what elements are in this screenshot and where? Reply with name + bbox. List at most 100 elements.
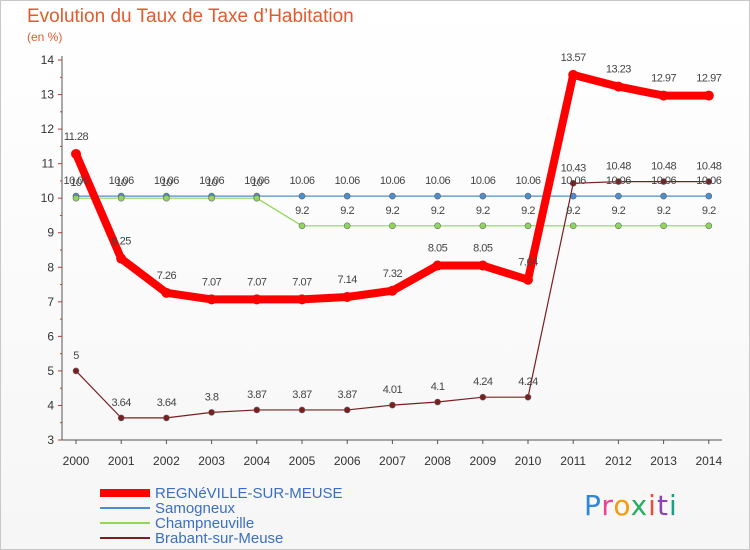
data-label: 9.2 [521,205,535,217]
y-tick-label: 11 [42,157,55,171]
data-point [163,414,170,422]
logo-letter: i [648,489,657,522]
x-tick-label: 2008 [424,454,451,468]
data-point [71,148,81,159]
data-label: 3.87 [292,389,312,401]
data-label: 9.2 [340,205,354,217]
data-label: 7.07 [247,276,267,288]
y-tick-label: 13 [41,88,55,102]
data-point [524,393,532,401]
x-tick-label: 2011 [560,454,586,468]
data-label: 4.1 [431,381,445,393]
data-label: 10.06 [651,175,676,187]
data-label: 7.26 [157,270,177,282]
data-label: 7.07 [292,276,312,288]
data-label: 4.24 [518,376,538,388]
data-label: 10.06 [470,175,495,187]
data-point [660,222,667,230]
x-tick-label: 2005 [289,454,316,468]
data-point [523,274,533,285]
data-point [253,406,261,414]
data-point [615,178,622,185]
proxiti-logo: Proxiti [584,489,678,522]
data-label: 3.64 [157,397,177,409]
data-point [477,260,488,271]
data-point [705,192,713,200]
data-point [389,401,396,409]
data-point [705,178,713,185]
data-point [297,294,307,305]
chart-unit: (en %) [27,30,63,44]
data-label: 10.06 [289,175,314,187]
data-label: 11.28 [64,131,89,143]
data-point [434,192,441,200]
data-point [117,414,125,422]
data-label: 10 [206,177,218,189]
data-point [658,90,669,101]
data-label: 10 [116,177,128,189]
data-point [206,294,217,305]
data-label: 10.48 [696,161,721,173]
data-label: 3.8 [205,391,219,403]
data-point [660,192,667,200]
data-point [342,291,353,302]
y-tick-label: 8 [47,260,54,274]
data-label: 4.24 [473,376,493,388]
logo-letter: x [630,489,649,522]
data-point [432,260,443,271]
x-tick-label: 2010 [515,454,542,468]
data-label: 10.06 [199,175,224,187]
data-point [660,178,667,185]
data-point [479,192,487,200]
data-point [298,192,306,200]
x-tick-label: 2004 [243,454,270,468]
data-point [298,406,306,414]
data-label: 9.2 [295,205,309,217]
y-tick-label: 9 [47,226,54,240]
data-label: 9.2 [386,205,400,217]
legend-label-0: REGNéVILLE-SUR-MEUSE [155,485,343,502]
data-label: 8.25 [111,236,131,248]
data-label: 8.05 [473,243,493,255]
legend-label-1: Samogneux [155,500,236,517]
data-point [72,367,80,375]
data-label: 12.97 [651,73,676,85]
data-point [703,90,714,101]
data-label: 12.97 [696,73,721,85]
x-tick-label: 2014 [695,454,722,468]
data-point [117,194,125,202]
data-point [116,253,127,264]
x-tick-label: 2007 [379,454,406,468]
data-point [163,194,170,202]
data-label: 9.2 [431,205,445,217]
x-tick-label: 2009 [469,454,496,468]
data-point [343,222,351,230]
data-point [72,194,80,202]
data-label: 10.06 [63,175,88,187]
x-tick-label: 2001 [108,454,135,468]
logo-letter: t [656,489,669,522]
data-point [524,192,532,200]
data-label: 7.32 [383,268,403,280]
data-label: 9.2 [566,205,580,217]
data-label: 10.48 [651,161,676,173]
data-label: 10.06 [244,175,269,187]
y-tick-label: 3 [47,433,54,447]
data-point [615,222,622,230]
y-tick-label: 4 [47,398,54,412]
data-label: 3.87 [337,389,357,401]
data-point [568,69,579,80]
data-label: 7.14 [337,274,357,286]
data-label: 10.06 [561,175,586,187]
data-point [208,409,215,416]
y-tick-label: 6 [47,329,54,343]
data-label: 10.48 [606,161,631,173]
data-label: 3.64 [111,397,131,409]
data-label: 10.06 [515,175,540,187]
data-label: 10.06 [696,175,721,187]
data-point [251,294,262,305]
x-tick-label: 2003 [198,454,225,468]
data-label: 7.64 [518,257,538,269]
data-label: 10.06 [154,175,179,187]
data-point [569,180,577,187]
